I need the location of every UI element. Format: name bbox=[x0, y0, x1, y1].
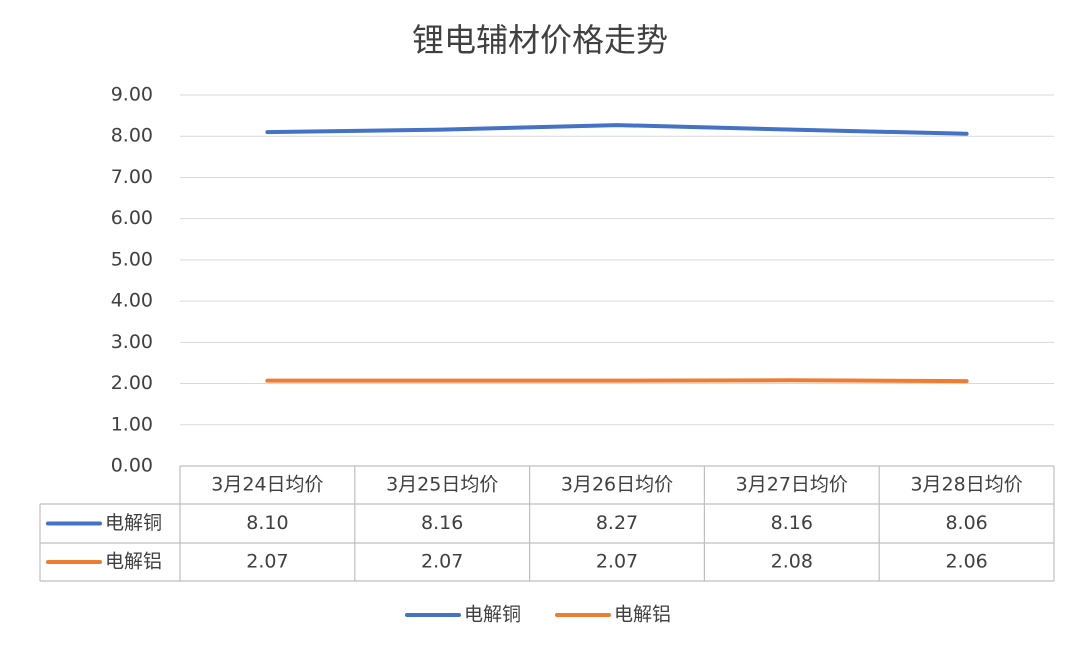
table-value: 8.10 bbox=[246, 512, 288, 534]
chart-title: 锂电辅材价格走势 bbox=[412, 21, 668, 59]
y-tick-label: 0.00 bbox=[111, 455, 153, 477]
y-tick-label: 2.00 bbox=[111, 372, 153, 394]
y-tick-label: 9.00 bbox=[111, 84, 153, 106]
y-tick-label: 3.00 bbox=[111, 331, 153, 353]
y-tick-label: 1.00 bbox=[111, 413, 153, 435]
legend-label: 电解铝 bbox=[614, 604, 671, 626]
line-series bbox=[265, 123, 969, 136]
table-series-name: 电解铝 bbox=[105, 551, 162, 573]
x-tick-label: 3月26日均价 bbox=[561, 474, 673, 496]
table-value: 2.07 bbox=[421, 551, 463, 573]
table-value: 2.07 bbox=[596, 551, 638, 573]
table-value: 2.07 bbox=[246, 551, 288, 573]
table-value: 8.06 bbox=[945, 512, 987, 534]
table-value: 8.16 bbox=[771, 512, 813, 534]
table-value: 8.16 bbox=[421, 512, 463, 534]
table-value: 2.08 bbox=[771, 551, 813, 573]
x-tick-label: 3月27日均价 bbox=[736, 474, 848, 496]
legend-label: 电解铜 bbox=[464, 604, 521, 626]
table-series-name: 电解铜 bbox=[105, 512, 162, 534]
x-tick-label: 3月24日均价 bbox=[211, 474, 323, 496]
line-series bbox=[265, 378, 969, 384]
y-tick-label: 5.00 bbox=[111, 248, 153, 270]
x-tick-label: 3月25日均价 bbox=[386, 474, 498, 496]
table-value: 2.06 bbox=[945, 551, 987, 573]
y-tick-label: 4.00 bbox=[111, 290, 153, 312]
y-tick-label: 8.00 bbox=[111, 125, 153, 147]
y-tick-label: 6.00 bbox=[111, 207, 153, 229]
y-tick-label: 7.00 bbox=[111, 166, 153, 188]
x-tick-label: 3月28日均价 bbox=[910, 474, 1022, 496]
table-value: 8.27 bbox=[596, 512, 638, 534]
